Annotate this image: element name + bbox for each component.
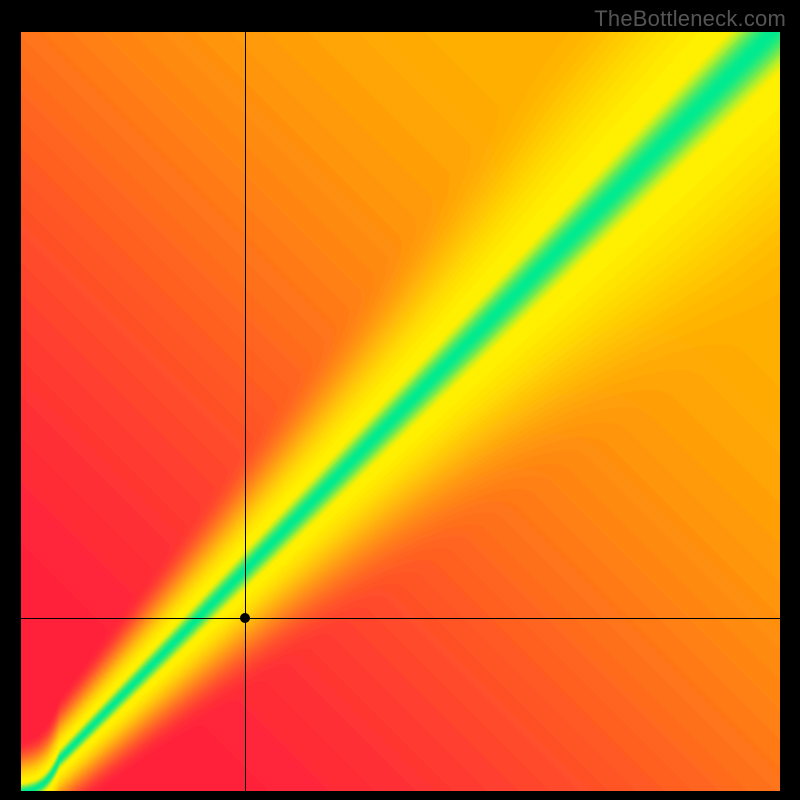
heatmap-canvas (21, 32, 780, 791)
crosshair-marker (240, 613, 250, 623)
crosshair-horizontal (21, 618, 780, 619)
crosshair-vertical (245, 32, 246, 791)
heatmap-plot (21, 32, 780, 791)
figure-container: TheBottleneck.com (0, 0, 800, 800)
watermark-text: TheBottleneck.com (594, 6, 786, 32)
